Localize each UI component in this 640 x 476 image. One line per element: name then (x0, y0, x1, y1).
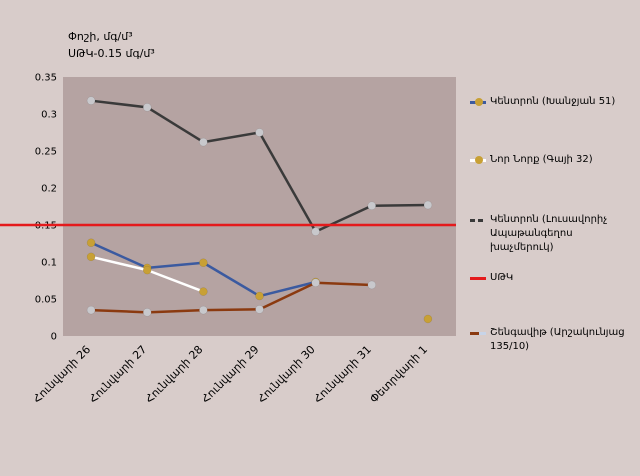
series-2-segment (258, 131, 317, 233)
chart-title-line-2: ՍԹԿ-0.15 մգ/մ³ (68, 47, 155, 60)
series-2-point (367, 201, 377, 211)
series-1-point (86, 252, 96, 262)
series-4-point (86, 305, 96, 315)
series-4-point (255, 305, 264, 314)
y-tick-label: 0 (51, 332, 57, 343)
series-0-point (255, 291, 264, 301)
y-tick-label: 0.1 (41, 258, 57, 269)
x-tick-label: Հունվարի 31 (311, 343, 374, 406)
legend-item: Կենտրոն (Խանջյան 51) (470, 95, 635, 109)
legend-label: Կենտրոն (Խանջյան 51) (490, 96, 616, 107)
series-4-point (142, 308, 152, 317)
series-0-segment (90, 241, 148, 270)
series-4-point (367, 280, 377, 290)
x-tick-label: Փետրվարի 1 (367, 343, 430, 406)
series-2-point (142, 103, 152, 112)
legend-label: ՍԹԿ (490, 272, 514, 283)
series-2-point (423, 200, 433, 210)
series-4-segment (258, 281, 317, 311)
series-0-segment (202, 261, 261, 298)
series-2-segment (90, 99, 148, 109)
legend-item: Կենտրոն (Լուսավորիչ Ապաթանգեղոս խաչմերու… (470, 213, 635, 255)
series-2-point (86, 96, 96, 105)
legend-item: Շենգավիթ (Արշակունյաց 135/10) (470, 326, 635, 354)
legend-swatch (470, 326, 486, 340)
series-0-segment (147, 261, 204, 270)
series-2-segment (203, 131, 260, 144)
legend-label: Շենգավիթ (Արշակունյաց 135/10) (490, 327, 625, 352)
chart-title-line-1: Փոշի, մգ/մ³ (68, 30, 133, 43)
x-tick-label: Հունվարի 30 (255, 343, 318, 406)
series-2-segment (315, 204, 373, 233)
series-4-point (311, 278, 320, 287)
legend-label: Նոր Նորք (Գայի 32) (490, 154, 593, 165)
series-4-segment (91, 308, 148, 314)
legend-swatch (470, 153, 486, 167)
x-tick-label: Հունվարի 26 (30, 343, 93, 406)
y-tick-label: 0.35 (35, 73, 57, 84)
series-2-segment (146, 106, 205, 144)
series-4-point (199, 305, 208, 315)
series-1-point (142, 265, 152, 275)
y-tick-label: 0.05 (35, 295, 57, 306)
series-1-segment (90, 255, 148, 272)
legend-swatch (470, 213, 486, 227)
series-4-segment (203, 308, 260, 312)
legend-swatch (470, 95, 486, 109)
legend-item: Նոր Նորք (Գայի 32) (470, 153, 635, 167)
series-0-point (199, 258, 208, 267)
x-tick-label: Հունվարի 29 (199, 343, 262, 406)
legend-item: ՍԹԿ (470, 271, 635, 285)
series-2-point (255, 128, 264, 137)
y-tick-label: 0.25 (35, 147, 57, 158)
series-0-segment (259, 280, 316, 298)
series-2-segment (371, 203, 428, 208)
legend-label: Կենտրոն (Լուսավորիչ Ապաթանգեղոս խաչմերու… (490, 214, 608, 253)
series-1-point (199, 287, 208, 296)
series-2-point (311, 227, 320, 236)
series-4-segment (315, 281, 372, 287)
x-tick-label: Հունվարի 27 (87, 343, 150, 406)
series-1-segment (146, 268, 204, 293)
series-4-segment (147, 308, 204, 314)
series-2-point (199, 137, 208, 147)
x-tick-label: Հունվարի 28 (143, 343, 206, 406)
series-1-point (423, 314, 433, 324)
y-tick-label: 0.3 (41, 110, 57, 121)
series-0-point (86, 238, 96, 248)
legend-swatch (470, 271, 486, 285)
y-tick-label: 0.2 (41, 184, 57, 195)
